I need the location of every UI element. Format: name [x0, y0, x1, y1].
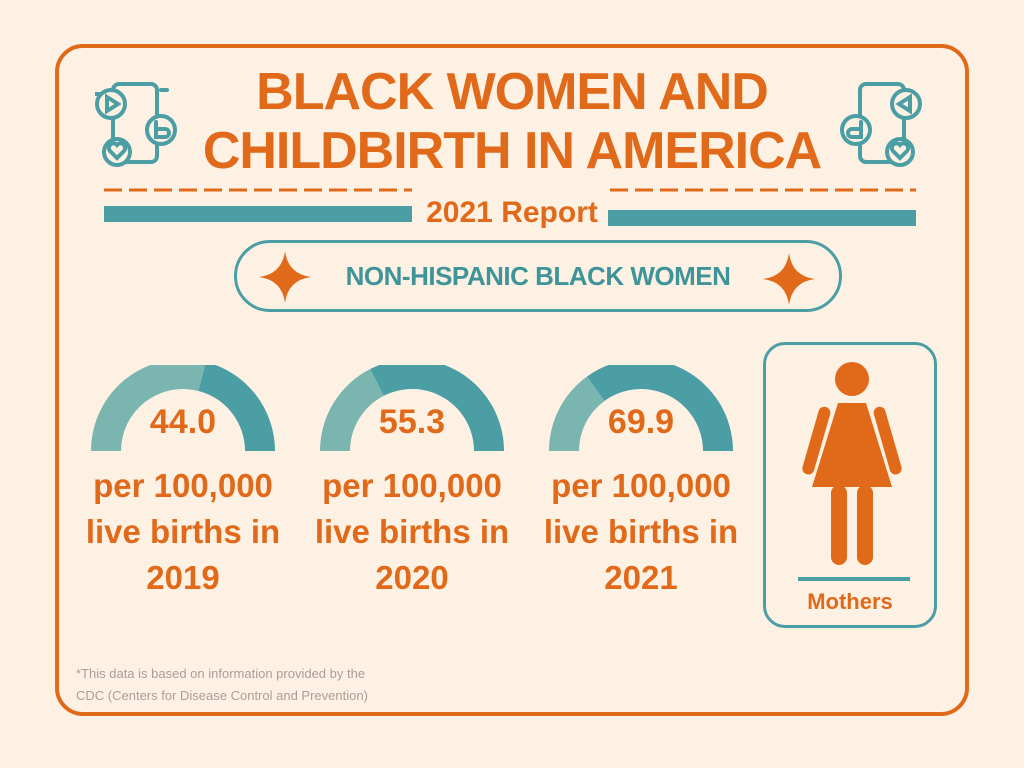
phone-heart-icon — [95, 82, 177, 167]
stat-value: 55.3 — [378, 403, 446, 441]
four-point-star-icon — [763, 253, 815, 305]
stat-description: per 100,000 live births in 2019 — [85, 467, 281, 596]
subtitle-divider-right — [608, 188, 916, 226]
title-line-1: BLACK WOMEN AND — [256, 63, 769, 121]
phone-heart-icon — [840, 82, 922, 167]
stat-value: 69.9 — [607, 403, 675, 441]
title-line-2: CHILDBIRTH IN AMERICA — [202, 122, 822, 180]
gauge — [91, 365, 275, 451]
four-point-star-icon — [259, 251, 311, 303]
demographic-banner: NON-HISPANIC BLACK WOMEN — [234, 240, 842, 312]
report-subtitle: 2021 Report — [426, 196, 598, 229]
subtitle-divider-left — [104, 188, 412, 222]
mothers-label: Mothers — [807, 589, 893, 614]
stat-description: per 100,000 live births in 2020 — [314, 467, 510, 596]
stat-description: per 100,000 live births in 2021 — [543, 467, 739, 596]
stat-value: 44.0 — [149, 403, 217, 441]
banner-label: NON-HISPANIC BLACK WOMEN — [345, 261, 731, 291]
source-footnote: *This data is based on information provi… — [76, 666, 368, 703]
mothers-underline — [798, 577, 910, 581]
woman-icon — [802, 362, 902, 565]
gauge — [320, 365, 504, 451]
infographic-frame — [55, 44, 969, 716]
mothers-card: Mothers — [763, 342, 937, 628]
gauge — [549, 365, 733, 451]
